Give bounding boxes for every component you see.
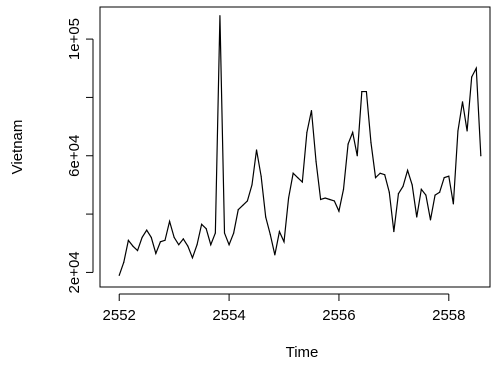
- data-point: [168, 220, 171, 222]
- data-point: [205, 228, 207, 230]
- data-point: [141, 236, 143, 239]
- data-point: [475, 67, 477, 69]
- data-point: [416, 216, 418, 218]
- data-point: [402, 185, 404, 187]
- data-point: [333, 200, 335, 202]
- data-point: [278, 230, 281, 233]
- data-point: [306, 131, 308, 134]
- data-point: [132, 245, 134, 247]
- data-point: [443, 177, 445, 179]
- data-point: [196, 244, 198, 246]
- data-point: [219, 15, 221, 17]
- data-point: [201, 223, 203, 225]
- data-point: [164, 239, 166, 241]
- data-point: [425, 194, 427, 196]
- data-point: [397, 193, 400, 195]
- data-point: [329, 198, 331, 201]
- y-tick-label: 1e+05: [66, 18, 83, 60]
- data-point: [420, 188, 422, 190]
- data-point: [466, 130, 468, 132]
- data-point: [159, 241, 162, 243]
- data-point: [452, 203, 454, 205]
- series-layer: [118, 15, 482, 276]
- data-point: [411, 184, 413, 186]
- data-point: [265, 216, 267, 218]
- data-point: [434, 194, 436, 196]
- data-point: [356, 155, 358, 157]
- data-point: [457, 130, 459, 132]
- data-point: [136, 249, 139, 252]
- data-point: [352, 131, 354, 134]
- data-point: [123, 261, 125, 263]
- data-point: [320, 198, 322, 201]
- x-tick-label: 2552: [103, 307, 136, 324]
- data-point: [178, 244, 180, 246]
- data-point: [370, 142, 372, 144]
- data-point: [379, 172, 381, 174]
- data-point: [301, 181, 303, 183]
- data-point: [118, 274, 120, 276]
- data-point: [255, 149, 258, 151]
- data-point: [297, 177, 299, 179]
- data-point: [210, 244, 212, 246]
- data-point: [127, 239, 129, 241]
- data-point: [274, 254, 276, 256]
- data-point: [242, 204, 244, 206]
- data-point: [246, 200, 248, 202]
- x-axis-label: Time: [286, 344, 319, 361]
- plot-frame: [99, 6, 491, 288]
- data-point: [429, 219, 432, 221]
- x-tick-label: 2558: [432, 307, 465, 324]
- data-point: [237, 209, 239, 211]
- data-point: [287, 197, 290, 199]
- data-point: [384, 174, 386, 176]
- data-point: [260, 175, 262, 177]
- data-point: [315, 160, 317, 163]
- data-point: [233, 232, 235, 234]
- data-point: [439, 191, 441, 193]
- x-tick-label: 2554: [212, 307, 245, 324]
- x-tick-label: 2556: [322, 307, 355, 324]
- data-point: [393, 230, 395, 233]
- data-point: [173, 236, 175, 239]
- y-tick-label: 6e+04: [66, 135, 83, 177]
- data-point: [338, 210, 340, 212]
- data-point: [223, 232, 226, 234]
- data-point: [228, 244, 230, 246]
- y-axis: 2e+04 6e+04 1e+05: [66, 18, 94, 293]
- y-tick-label: 2e+04: [66, 251, 83, 293]
- data-point: [146, 229, 148, 231]
- data-point: [342, 188, 345, 190]
- data-point: [406, 169, 409, 171]
- data-point: [283, 241, 285, 243]
- data-point: [347, 143, 349, 145]
- data-point: [448, 175, 450, 177]
- data-point: [292, 172, 294, 174]
- y-axis-label: Vietnam: [9, 120, 26, 175]
- data-point: [374, 177, 377, 179]
- data-point: [324, 197, 326, 199]
- data-point: [155, 252, 157, 255]
- data-point: [388, 191, 390, 193]
- data-point: [310, 109, 313, 112]
- data-point: [187, 245, 189, 247]
- data-point: [150, 236, 152, 239]
- data-point: [361, 90, 363, 93]
- data-point: [269, 233, 271, 236]
- data-point: [480, 155, 482, 157]
- data-point: [191, 257, 194, 259]
- data-point: [251, 184, 253, 186]
- data-point: [471, 76, 473, 78]
- data-point: [182, 238, 184, 240]
- data-point: [214, 232, 216, 234]
- series-line: [118, 15, 482, 276]
- data-point: [461, 101, 464, 103]
- data-point: [365, 90, 367, 93]
- x-axis: 2552 2554 2556 2558: [103, 293, 465, 324]
